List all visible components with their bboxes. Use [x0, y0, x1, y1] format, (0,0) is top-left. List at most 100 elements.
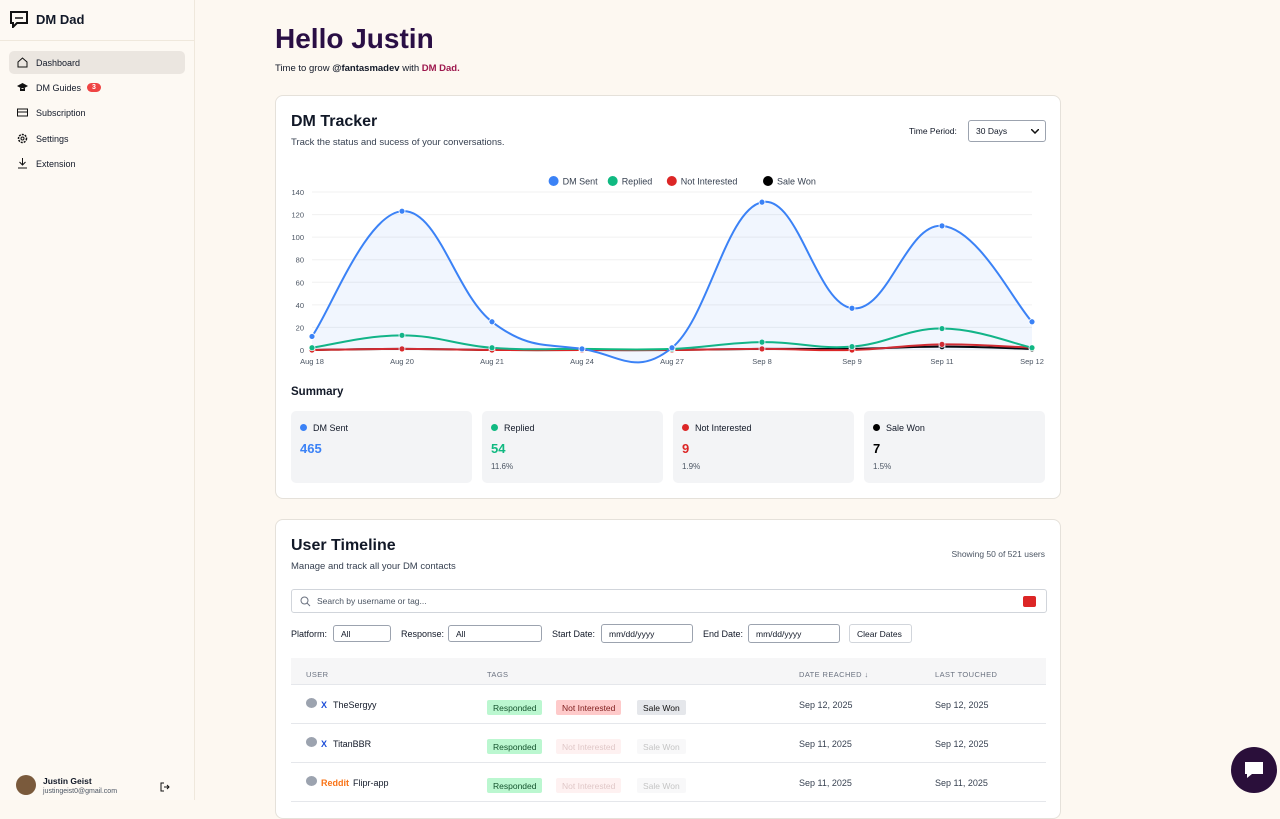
- legend-label: Replied: [622, 177, 653, 187]
- platform: X: [321, 700, 328, 710]
- x-tick-label: Aug 24: [570, 357, 594, 366]
- tag: Sale Won: [637, 700, 686, 715]
- date-value: mm/dd/yyyy: [609, 628, 655, 639]
- platform: X: [321, 739, 328, 749]
- start-date[interactable]: mm/dd/yyyy: [601, 624, 693, 643]
- select-value: 30 Days: [976, 126, 1008, 136]
- response-select[interactable]: All: [448, 625, 542, 642]
- column-header: USER: [306, 670, 329, 679]
- date-reached: Sep 11, 2025: [799, 739, 852, 749]
- platform-icon: [306, 776, 317, 786]
- point: [308, 344, 316, 352]
- column-header: LAST TOUCHED: [935, 670, 998, 679]
- end-date[interactable]: mm/dd/yyyy: [748, 624, 840, 643]
- last-touched: Sep 12, 2025: [935, 739, 989, 749]
- handle: @fantasmadev: [332, 63, 400, 74]
- summary-label: Sale Won: [886, 423, 925, 433]
- y-tick-label: 20: [296, 323, 304, 332]
- x-tick-label: Aug 21: [480, 357, 504, 366]
- legend-swatch: [607, 176, 618, 186]
- table-row[interactable]: X TheSergyy Responded Not Interested Sale Wo…: [291, 685, 1046, 724]
- text: Time to grow: [275, 63, 330, 74]
- summary-card: Sale Won 7 1.5%: [864, 411, 1045, 483]
- point: [578, 345, 586, 353]
- point: [938, 325, 946, 332]
- user-name: Justin Geist: [43, 776, 92, 786]
- point: [1028, 344, 1036, 352]
- nav-label: Extension: [36, 158, 76, 169]
- card-subtitle: Manage and track all your DM contacts: [291, 561, 456, 572]
- line: [311, 201, 1033, 364]
- date-reached: Sep 12, 2025: [799, 700, 853, 710]
- summary-title: Summary: [291, 386, 344, 398]
- y-tick-label: 140: [291, 188, 304, 197]
- y-tick-label: 120: [291, 211, 304, 220]
- platform-select[interactable]: All: [333, 625, 391, 642]
- brand: DM Dad: [36, 12, 85, 27]
- username: TitanBBR: [333, 739, 372, 749]
- legend-swatch: [548, 176, 559, 186]
- chat-button[interactable]: [1231, 747, 1277, 793]
- y-tick-label: 100: [291, 233, 304, 242]
- x-tick-label: Aug 27: [660, 357, 684, 366]
- point: [758, 345, 766, 353]
- nav-item[interactable]: DM Guides 3: [9, 76, 185, 99]
- point: [758, 198, 766, 206]
- divider: [0, 40, 195, 41]
- filter-label: Platform:: [291, 629, 328, 639]
- search-input[interactable]: Search by username or tag...: [291, 589, 1047, 613]
- summary-value: 7: [873, 441, 881, 456]
- table-row[interactable]: X TitanBBR Responded Not Interested Sale Won…: [291, 724, 1046, 763]
- date-reached: Sep 11, 2025: [799, 778, 852, 788]
- logo: [10, 11, 28, 28]
- logout[interactable]: [160, 782, 170, 792]
- card-title: User Timeline: [291, 537, 396, 554]
- point: [1028, 318, 1036, 326]
- x-tick-label: Sep 12: [1020, 357, 1044, 366]
- x-tick-label: Aug 20: [390, 357, 414, 366]
- point: [398, 345, 406, 353]
- legend-label: Not Interested: [681, 177, 738, 187]
- summary-label: DM Sent: [313, 423, 349, 433]
- point: [848, 343, 856, 351]
- legend-label: DM Sent: [563, 177, 599, 187]
- result-count: Showing 50 of 521 users: [951, 549, 1045, 559]
- tag: Responded: [487, 739, 543, 754]
- chart: 0 20 40 60 80 100 120 140 Aug 18 Aug 20 Aug 21 Aug …: [291, 176, 1044, 366]
- point: [398, 331, 406, 339]
- summary-card: DM Sent 465: [291, 411, 472, 483]
- nav-label: Dashboard: [36, 57, 81, 68]
- summary-label: Replied: [504, 423, 535, 433]
- x-tick-label: Aug 18: [300, 357, 324, 366]
- filter-label: Response:: [401, 629, 445, 639]
- nav-label: Subscription: [36, 107, 86, 118]
- point: [758, 338, 766, 346]
- nav-item[interactable]: Settings: [9, 127, 185, 150]
- tag: Sale Won: [637, 778, 686, 793]
- summary-value: 465: [300, 441, 322, 456]
- filter-label: Start Date:: [552, 629, 596, 639]
- legend-swatch: [763, 176, 773, 186]
- table-row[interactable]: Reddit Flipr-app Responded Not Interested Sa…: [291, 763, 1046, 802]
- select-value: All: [341, 628, 351, 639]
- nav-item[interactable]: Dashboard: [9, 51, 185, 74]
- nav-item[interactable]: Extension: [9, 152, 185, 175]
- nav-item[interactable]: Subscription: [9, 101, 185, 124]
- clear-button[interactable]: Clear Dates: [849, 624, 912, 643]
- period-select[interactable]: 30 Days: [968, 120, 1046, 142]
- point: [938, 340, 946, 348]
- tag: Not Interested: [556, 778, 622, 793]
- tag: Not Interested: [556, 739, 622, 754]
- column-header[interactable]: DATE REACHED ↓: [799, 670, 869, 679]
- summary-card: Replied 54 11.6%: [482, 411, 663, 483]
- placeholder: Search by username or tag...: [317, 596, 427, 606]
- tag: Responded: [487, 700, 543, 715]
- tag: Not Interested: [556, 700, 622, 715]
- tag: Sale Won: [637, 739, 686, 754]
- badge: 3: [87, 83, 101, 92]
- filter-label: End Date:: [703, 629, 744, 639]
- summary-rate: 11.6%: [491, 462, 514, 471]
- y-tick-label: 40: [296, 301, 304, 310]
- username: Flipr-app: [353, 778, 389, 788]
- point: [668, 344, 676, 352]
